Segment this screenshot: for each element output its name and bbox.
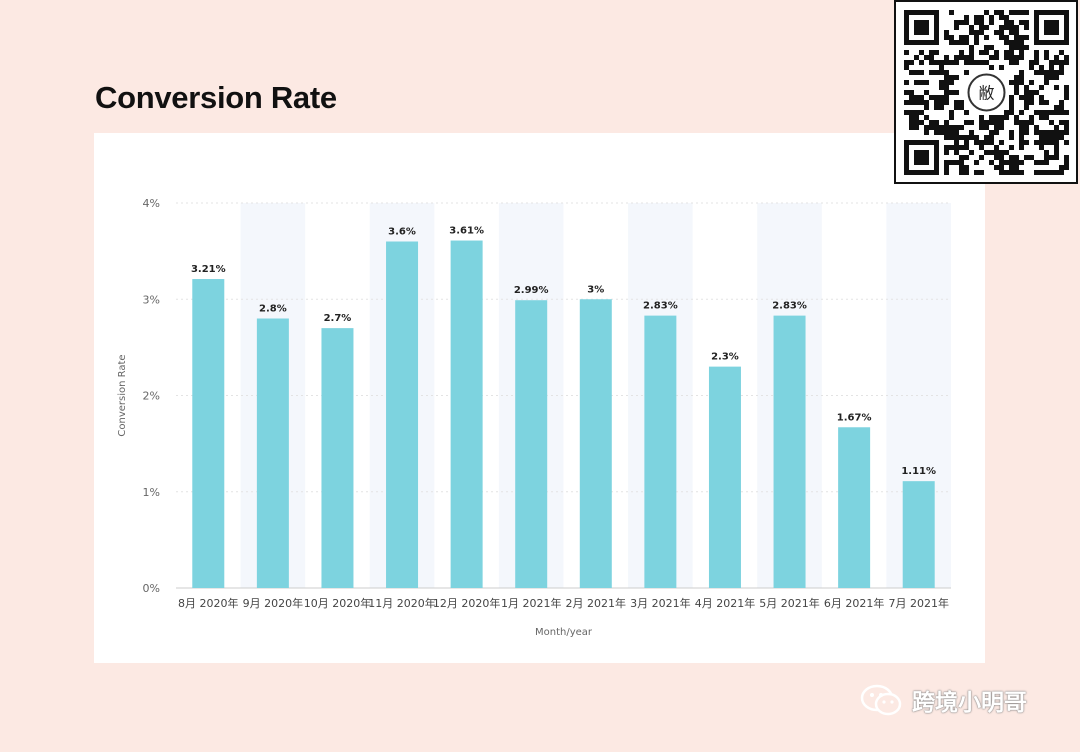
data-label: 2.83% (772, 301, 807, 312)
x-tick-label: 7月 2021年 (888, 596, 949, 610)
x-tick-label: 8月 2020年 (178, 596, 239, 610)
bar (450, 240, 483, 588)
bar (838, 427, 871, 588)
data-label: 3.21% (191, 264, 226, 275)
bar (321, 328, 354, 588)
y-tick-label: 4% (143, 197, 160, 210)
data-label: 2.99% (514, 285, 549, 296)
data-label: 2.8% (259, 304, 287, 315)
data-label: 2.83% (643, 301, 678, 312)
x-tick-label: 9月 2020年 (243, 596, 304, 610)
x-tick-label: 4月 2021年 (695, 596, 756, 610)
y-axis-title: Conversion Rate (117, 354, 128, 436)
data-label: 2.7% (324, 313, 352, 324)
bar (773, 315, 806, 588)
x-tick-label: 12月 2020年 (433, 596, 501, 610)
y-tick-label: 2% (143, 390, 160, 403)
data-label: 2.3% (711, 352, 739, 363)
x-tick-label: 2月 2021年 (566, 596, 627, 610)
bar (515, 300, 548, 588)
x-tick-label: 3月 2021年 (630, 596, 691, 610)
x-tick-label: 11月 2020年 (368, 596, 436, 610)
bar (902, 481, 935, 588)
qr-code: 敝 (894, 0, 1078, 184)
data-label: 3% (587, 284, 604, 295)
bar (256, 318, 289, 588)
bar (708, 366, 741, 588)
bar (386, 241, 419, 588)
watermark: 跨境小明哥 (860, 683, 1027, 717)
y-tick-label: 3% (143, 293, 160, 306)
page-title: Conversion Rate (95, 80, 337, 115)
data-label: 1.67% (837, 412, 872, 423)
bar (644, 315, 677, 588)
x-tick-label: 1月 2021年 (501, 596, 562, 610)
x-tick-label: 5月 2021年 (759, 596, 820, 610)
bar (579, 299, 612, 588)
x-tick-label: 10月 2020年 (304, 596, 372, 610)
x-axis-title: Month/year (535, 627, 593, 638)
data-label: 3.6% (388, 227, 416, 238)
svg-text:敝: 敝 (978, 84, 994, 103)
bar (192, 279, 225, 588)
wechat-icon (860, 684, 902, 716)
watermark-text: 跨境小明哥 (912, 690, 1027, 716)
conversion-rate-chart: 0% 1% 2% 3% 4% 3.21% 8月 2020年 2.8% 9月 2020年 2.7% 1… (117, 197, 951, 638)
data-label: 3.61% (449, 226, 484, 237)
data-label: 1.11% (901, 466, 936, 477)
x-tick-label: 6月 2021年 (824, 596, 885, 610)
y-tick-label: 0% (143, 582, 160, 595)
chart-card: 0% 1% 2% 3% 4% 3.21% 8月 2020年 2.8% 9月 2020年 2.7% 1… (94, 133, 985, 663)
y-tick-label: 1% (143, 486, 160, 499)
